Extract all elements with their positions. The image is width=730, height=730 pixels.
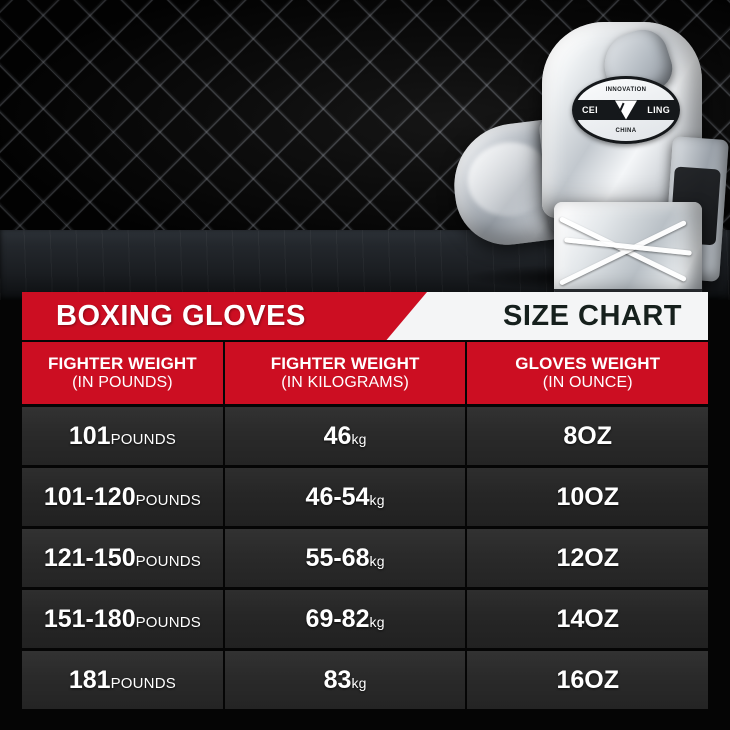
column-header-kilograms: FIGHTER WEIGHT (IN KILOGRAMS) [224, 342, 466, 404]
table-row: 101-120POUNDS 46-54kg 10OZ [22, 468, 709, 526]
column-header-pounds: FIGHTER WEIGHT (IN POUNDS) [22, 342, 223, 404]
column-header-ounce: GLOVES WEIGHT (IN OUNCE) [467, 342, 709, 404]
cell-pounds: 121-150POUNDS [22, 529, 223, 587]
banner-red-panel [22, 292, 427, 340]
banner-subtitle: SIZE CHART [503, 299, 682, 332]
glove-brand-badge: INNOVATION CEI LING CHINA [572, 76, 680, 144]
cell-kilograms: 69-82kg [224, 590, 466, 648]
column-header-line2: (IN KILOGRAMS) [281, 373, 409, 391]
cell-pounds: 101-120POUNDS [22, 468, 223, 526]
ounce-value: 16OZ [556, 665, 619, 694]
column-header-line1: FIGHTER WEIGHT [48, 353, 197, 373]
glove-laced-cuff [554, 202, 702, 300]
badge-bottom-text: CHINA [615, 128, 637, 134]
boxing-gloves-image: INNOVATION CEI LING CHINA [447, 22, 729, 300]
background-photo: INNOVATION CEI LING CHINA [0, 0, 730, 300]
table-header-row: FIGHTER WEIGHT (IN POUNDS) FIGHTER WEIGH… [22, 342, 709, 404]
cell-ounce: 10OZ [467, 468, 709, 526]
pounds-unit: POUNDS [110, 674, 176, 692]
cell-kilograms: 46-54kg [224, 468, 466, 526]
table-row: 181POUNDS 83kg 16OZ [22, 651, 709, 709]
cell-pounds: 181POUNDS [22, 651, 223, 709]
pounds-unit: POUNDS [135, 613, 201, 631]
pounds-value: 181 [68, 665, 111, 694]
kg-value: 83 [323, 665, 352, 694]
table-row: 101POUNDS 46kg 8OZ [22, 407, 709, 465]
table-row: 151-180POUNDS 69-82kg 14OZ [22, 590, 709, 648]
column-header-line1: GLOVES WEIGHT [515, 353, 661, 373]
ounce-value: 12OZ [556, 543, 619, 572]
pounds-value: 151-180 [43, 604, 136, 633]
cell-ounce: 14OZ [467, 590, 709, 648]
pounds-unit: POUNDS [135, 552, 201, 570]
cell-ounce: 12OZ [467, 529, 709, 587]
size-chart-table: FIGHTER WEIGHT (IN POUNDS) FIGHTER WEIGH… [22, 342, 709, 712]
kg-value: 55-68 [305, 543, 370, 572]
kg-unit: kg [369, 613, 385, 630]
cell-kilograms: 83kg [224, 651, 466, 709]
table-row: 121-150POUNDS 55-68kg 12OZ [22, 529, 709, 587]
badge-brand-row: CEI LING [575, 100, 677, 120]
cell-kilograms: 46kg [224, 407, 466, 465]
cell-ounce: 16OZ [467, 651, 709, 709]
pounds-unit: POUNDS [110, 430, 176, 448]
badge-brand-left: CEI [582, 105, 598, 115]
cell-pounds: 101POUNDS [22, 407, 223, 465]
cell-ounce: 8OZ [467, 407, 709, 465]
pounds-unit: POUNDS [135, 491, 201, 509]
title-banner: BOXING GLOVES SIZE CHART [22, 292, 708, 340]
cell-kilograms: 55-68kg [224, 529, 466, 587]
column-header-line1: FIGHTER WEIGHT [270, 353, 420, 373]
badge-triangle-icon [615, 100, 637, 120]
ounce-value: 14OZ [556, 604, 619, 633]
kg-unit: kg [369, 552, 385, 569]
kg-unit: kg [351, 430, 367, 447]
pounds-value: 101 [68, 421, 111, 450]
kg-unit: kg [351, 674, 367, 691]
kg-value: 46 [323, 421, 352, 450]
badge-brand-right: LING [647, 105, 670, 115]
banner-title: BOXING GLOVES [56, 299, 306, 332]
ounce-value: 8OZ [563, 421, 613, 450]
cell-pounds: 151-180POUNDS [22, 590, 223, 648]
pounds-value: 121-150 [43, 543, 136, 572]
column-header-line2: (IN POUNDS) [72, 373, 173, 391]
kg-value: 69-82 [305, 604, 370, 633]
kg-value: 46-54 [305, 482, 370, 511]
badge-top-text: INNOVATION [605, 87, 647, 93]
column-header-line2: (IN OUNCE) [542, 373, 633, 391]
pounds-value: 101-120 [43, 482, 136, 511]
kg-unit: kg [369, 491, 385, 508]
ounce-value: 10OZ [556, 482, 619, 511]
